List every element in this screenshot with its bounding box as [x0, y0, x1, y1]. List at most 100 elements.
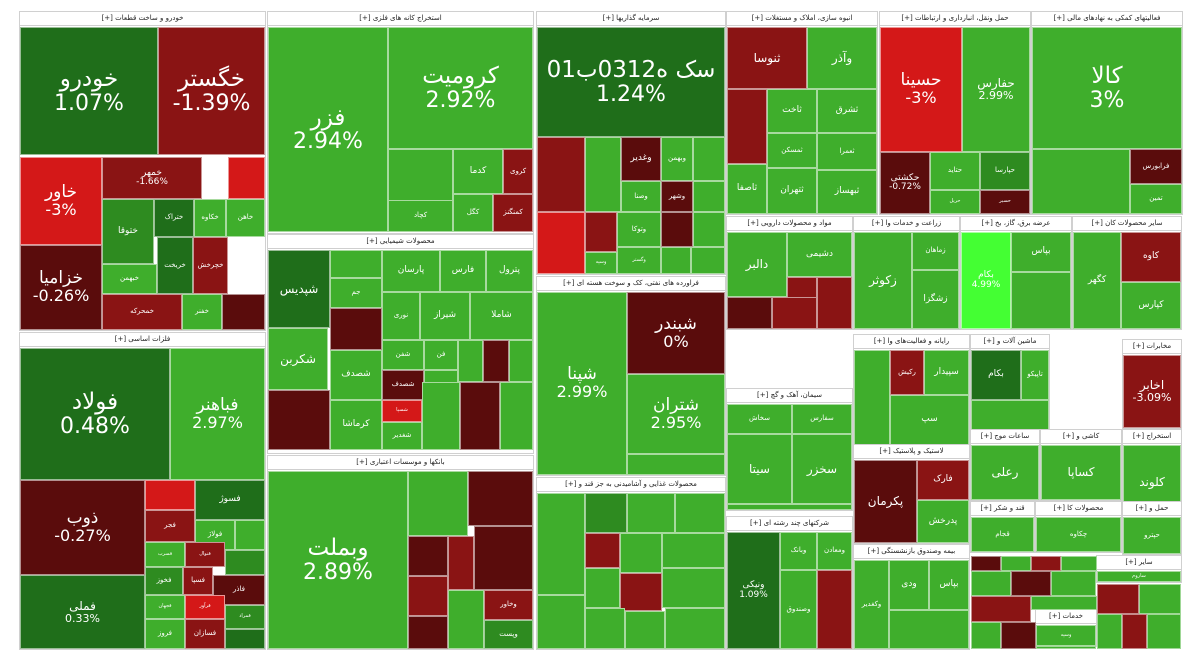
sector-header[interactable]: محصولات کا [+] — [1036, 502, 1121, 516]
stock-tile[interactable]: حتاید — [930, 152, 980, 190]
stock-tile[interactable] — [422, 382, 460, 450]
stock-tile[interactable] — [408, 616, 448, 649]
stock-tile[interactable]: سخزر — [792, 434, 852, 504]
stock-tile[interactable]: فجر — [145, 510, 195, 542]
stock-tile[interactable]: فجهان — [145, 595, 185, 619]
stock-tile[interactable]: شپنا 2.99% — [537, 292, 627, 475]
stock-tile[interactable]: فاذر — [213, 575, 265, 605]
stock-tile[interactable]: فسوژ — [195, 480, 265, 520]
stock-tile[interactable] — [330, 250, 382, 278]
stock-tile[interactable] — [661, 212, 693, 247]
sector-header[interactable]: بیمه وصندوق بازنشستگی [+] — [854, 545, 969, 559]
stock-tile[interactable]: خریخت — [157, 237, 193, 294]
stock-tile[interactable] — [585, 533, 620, 568]
stock-tile[interactable]: ثتهران — [767, 168, 817, 214]
sector-header[interactable]: استخراج کانه های فلزی [+] — [268, 12, 533, 26]
stock-tile[interactable]: خمحرکه — [102, 294, 182, 330]
stock-tile[interactable]: فسرب — [145, 542, 185, 567]
stock-tile[interactable]: کگهر — [1073, 232, 1121, 329]
stock-tile[interactable] — [408, 576, 448, 616]
stock-tile[interactable] — [693, 137, 725, 181]
stock-tile[interactable]: حریل — [930, 190, 980, 214]
stock-tile[interactable]: وسپه — [1036, 625, 1096, 646]
sector-header[interactable]: مواد و محصولات دارویی [+] — [727, 217, 852, 231]
stock-tile[interactable]: ساروم — [1097, 571, 1181, 582]
stock-tile[interactable] — [468, 471, 533, 526]
stock-tile[interactable] — [235, 520, 265, 550]
sector-header[interactable]: فراورده های نفتی، کک و سوخت هسته ای [+] — [537, 277, 725, 291]
stock-tile[interactable] — [1001, 556, 1031, 571]
stock-tile[interactable]: خگستر -1.39% — [158, 27, 265, 155]
sector-header[interactable]: استخراج [+] — [1123, 430, 1181, 444]
stock-tile[interactable] — [727, 504, 852, 510]
stock-tile[interactable]: حسیر — [980, 190, 1030, 214]
stock-tile[interactable]: رکیش — [890, 350, 924, 395]
stock-tile[interactable]: فولاد 0.48% — [20, 348, 170, 480]
stock-tile[interactable]: ونیکی 1.09% — [727, 532, 780, 649]
stock-tile[interactable] — [225, 550, 265, 575]
stock-tile[interactable]: فارک — [917, 460, 969, 500]
stock-tile[interactable] — [585, 137, 621, 212]
stock-tile[interactable] — [1122, 614, 1147, 649]
stock-tile[interactable] — [772, 297, 817, 329]
stock-tile[interactable]: شصدف — [382, 370, 424, 400]
sector-header[interactable]: انبوه سازی، املاک و مستغلات [+] — [727, 12, 877, 26]
stock-tile[interactable] — [691, 247, 725, 274]
stock-tile[interactable]: سپیدار — [924, 350, 969, 395]
stock-tile[interactable]: شغدیر — [382, 422, 422, 450]
stock-tile[interactable]: وبانک — [780, 532, 817, 570]
stock-tile[interactable]: وکغدیر — [854, 560, 889, 649]
stock-tile[interactable] — [1011, 571, 1051, 596]
sector-header[interactable]: محصولات غذایی و آشامیدنی به جز قند و [+] — [537, 478, 725, 492]
stock-tile[interactable]: وآذر — [807, 27, 877, 89]
sector-header[interactable]: سایر [+] — [1097, 556, 1181, 570]
stock-tile[interactable]: حفارس 2.99% — [962, 27, 1030, 152]
stock-tile[interactable] — [1036, 646, 1096, 649]
stock-tile[interactable]: فباهنر 2.97% — [170, 348, 265, 480]
sector-header[interactable]: خدمات [+] — [1036, 610, 1096, 624]
sector-header[interactable]: شرکتهای چند رشته ای [+] — [727, 517, 852, 531]
stock-tile[interactable]: فخوز — [145, 567, 183, 595]
sector-header[interactable]: لاستیک و پلاستیک [+] — [854, 445, 969, 459]
stock-tile[interactable]: چکاوه — [1036, 517, 1121, 552]
stock-tile[interactable]: زماهان — [912, 232, 959, 270]
stock-tile[interactable] — [1001, 622, 1036, 649]
stock-tile[interactable] — [458, 340, 483, 382]
stock-tile[interactable]: فنوال — [185, 542, 225, 567]
stock-tile[interactable]: دشیمی — [787, 232, 852, 277]
stock-tile[interactable]: ختوقا — [102, 199, 154, 264]
stock-tile[interactable]: ثعمرا — [817, 133, 877, 170]
stock-tile[interactable]: تاپیکو — [1021, 350, 1049, 400]
stock-tile[interactable] — [509, 340, 533, 382]
stock-tile[interactable]: کچاد — [388, 200, 453, 232]
stock-tile[interactable]: ودی — [889, 560, 929, 610]
stock-tile[interactable] — [620, 573, 662, 611]
stock-tile[interactable]: ختراک — [154, 199, 194, 237]
stock-tile[interactable]: وپست — [484, 620, 533, 649]
stock-tile[interactable]: تمین — [1130, 184, 1182, 214]
stock-tile[interactable]: حکشتی -0.72% — [880, 152, 930, 214]
stock-tile[interactable] — [1097, 614, 1122, 649]
stock-tile[interactable] — [585, 608, 625, 649]
stock-tile[interactable]: فرآور — [185, 595, 225, 619]
stock-tile[interactable] — [627, 493, 675, 533]
sector-header[interactable]: ساعات موج [+] — [971, 430, 1039, 444]
stock-tile[interactable]: خچرخش — [193, 237, 228, 294]
stock-tile[interactable] — [971, 571, 1011, 596]
stock-tile[interactable]: وسپه — [585, 252, 617, 274]
stock-tile[interactable] — [727, 297, 772, 329]
stock-tile[interactable]: کدما — [453, 149, 503, 194]
stock-tile[interactable] — [1032, 149, 1130, 214]
stock-tile[interactable]: وشهر — [661, 181, 693, 212]
stock-tile[interactable] — [627, 454, 725, 475]
stock-tile[interactable]: پارسان — [382, 250, 440, 292]
stock-tile[interactable] — [662, 533, 725, 568]
stock-tile[interactable]: زشگزا — [912, 270, 959, 329]
stock-tile[interactable] — [268, 390, 330, 450]
stock-tile[interactable] — [225, 629, 265, 649]
sector-header[interactable]: حمل و [+] — [1123, 502, 1181, 516]
stock-tile[interactable]: کرماشا — [330, 400, 382, 450]
sector-header[interactable]: سرمایه گذاریها [+] — [537, 12, 725, 26]
stock-tile[interactable]: فرابورس — [1130, 149, 1182, 184]
stock-tile[interactable]: نوری — [382, 292, 420, 340]
